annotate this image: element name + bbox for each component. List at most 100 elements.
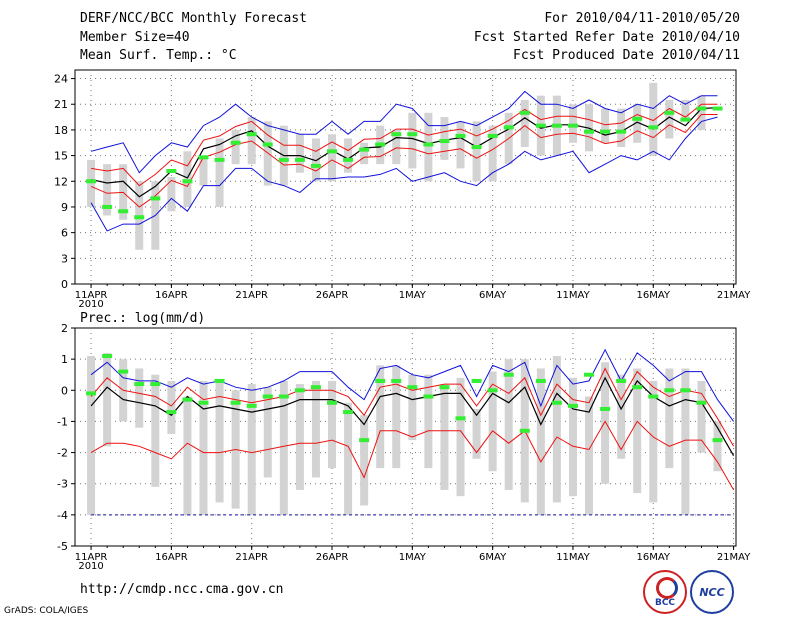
temp-box — [568, 104, 577, 143]
prec-obs-marker — [327, 400, 338, 405]
prec-box — [456, 377, 465, 497]
prec-inner-lower-line — [90, 420, 735, 491]
temp-obs-marker — [648, 125, 659, 130]
prec-obs-marker — [584, 372, 595, 377]
prec-obs-marker — [150, 382, 161, 387]
temp-xtick-label: 11APR — [75, 290, 108, 301]
prec-box — [328, 380, 337, 469]
prec-box — [103, 352, 112, 447]
prec-box — [408, 374, 417, 441]
prec-box — [311, 380, 320, 478]
prec-box — [135, 368, 144, 428]
prec-box — [552, 356, 561, 503]
prec-obs-marker — [407, 385, 418, 390]
prec-obs-marker — [696, 400, 707, 405]
prec-obs-marker — [535, 378, 546, 383]
temp-obs-marker — [391, 132, 402, 137]
member-size: Member Size=40 — [80, 30, 190, 45]
temp-box — [215, 138, 224, 207]
prec-obs-marker — [86, 391, 97, 396]
temp-box — [601, 108, 610, 143]
prec-box — [87, 356, 96, 515]
temp-xtick-label: 26APR — [316, 290, 349, 301]
prec-box — [376, 365, 385, 469]
prec-obs-marker — [600, 406, 611, 411]
prec-box — [151, 374, 160, 487]
prec-xtick-label: 16MAY — [637, 552, 671, 563]
prec-obs-marker — [391, 378, 402, 383]
temp-xtick-label: 16MAY — [637, 290, 671, 301]
temp-obs-marker — [246, 132, 257, 137]
prec-box — [681, 368, 690, 515]
fcst-produced-date: Fcst Produced Date 2010/04/11 — [513, 48, 740, 63]
prec-obs-marker — [471, 378, 482, 383]
prec-obs-marker — [262, 394, 273, 399]
temp-obs-marker — [134, 215, 145, 220]
temp-obs-marker — [278, 157, 289, 162]
temp-obs-marker — [584, 129, 595, 134]
temp-box — [633, 104, 642, 143]
grads-credit: GrADS: COLA/IGES — [4, 606, 89, 616]
temp-box — [520, 99, 529, 148]
temp-box — [344, 138, 353, 173]
temp-inner-upper-line — [91, 103, 718, 187]
prec-box — [424, 374, 433, 469]
prec-ytick-label: 1 — [61, 353, 68, 366]
temp-box — [360, 142, 369, 165]
temp-obs-marker — [214, 157, 225, 162]
temp-obs-marker — [310, 163, 321, 168]
temp-ytick-label: 12 — [54, 175, 68, 188]
prec-obs-marker — [503, 372, 514, 377]
temp-xtick-label: 1MAY — [399, 290, 427, 301]
temp-box — [392, 129, 401, 165]
ncc-logo: NCC — [690, 570, 734, 614]
temp-obs-marker — [503, 125, 514, 130]
prec-box — [713, 421, 722, 472]
prec-box — [183, 396, 192, 515]
prec-inner-upper-line — [90, 367, 735, 447]
temp-obs-marker — [680, 117, 691, 122]
prec-obs-marker — [182, 397, 193, 402]
temp-box — [617, 108, 626, 148]
temp-obs-marker — [166, 169, 177, 174]
temp-ytick-label: 15 — [54, 150, 68, 163]
temp-obs-marker — [198, 155, 209, 160]
prec-obs-marker — [439, 385, 450, 390]
prec-obs-marker — [102, 354, 113, 359]
temp-obs-marker — [616, 129, 627, 134]
prec-box — [167, 380, 176, 434]
prec-box — [360, 415, 369, 506]
temp-obs-marker — [262, 142, 273, 147]
prec-box — [392, 365, 401, 469]
prec-obs-marker — [455, 416, 466, 421]
prec-box — [440, 384, 449, 490]
temp-ytick-label: 9 — [61, 201, 68, 214]
temp-obs-marker — [487, 133, 498, 138]
temp-box — [199, 155, 208, 186]
temp-outer-upper-line — [90, 90, 718, 174]
prec-obs-marker — [294, 388, 305, 393]
prec-outer-upper-line — [90, 348, 735, 422]
temp-xtick-label: 11MAY — [556, 290, 590, 301]
temp-obs-marker — [102, 204, 113, 209]
temp-box — [328, 134, 337, 182]
temp-box — [408, 112, 417, 169]
temp-obs-marker — [551, 123, 562, 128]
source-url[interactable]: http://cmdp.ncc.cma.gov.cn — [80, 582, 284, 597]
prec-frame — [74, 327, 737, 547]
prec-obs-marker — [487, 388, 498, 393]
temp-box — [456, 121, 465, 169]
temp-box — [103, 164, 112, 216]
prec-obs-marker — [134, 382, 145, 387]
temp-obs-marker — [471, 145, 482, 150]
prec-box — [488, 371, 497, 472]
prec-obs-marker — [519, 428, 530, 433]
temp-box — [488, 125, 497, 182]
variable-label: Mean Surf. Temp.: °C — [80, 48, 237, 63]
temp-box — [665, 99, 674, 139]
temp-obs-marker — [600, 129, 611, 134]
prec-obs-marker — [166, 410, 177, 415]
prec-obs-marker — [375, 378, 386, 383]
temp-xtick-label: 16APR — [155, 290, 188, 301]
prec-obs-marker — [310, 385, 321, 390]
